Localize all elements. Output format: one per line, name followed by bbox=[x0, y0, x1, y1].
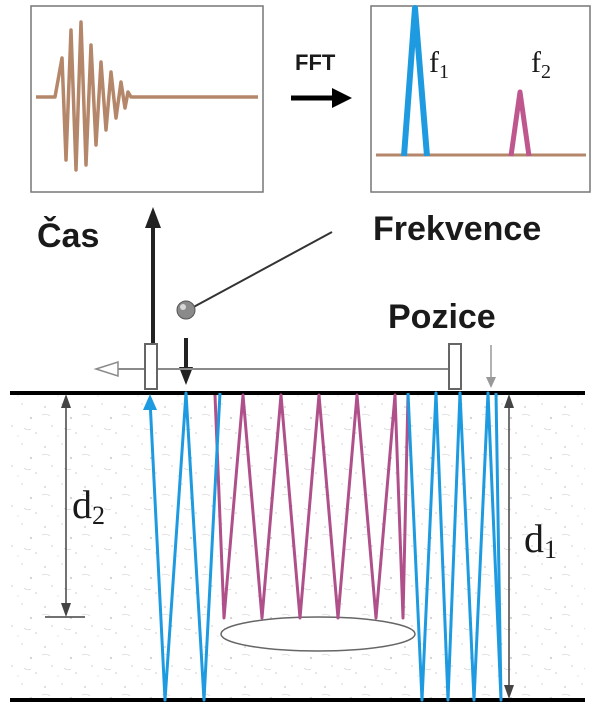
impactor-rod bbox=[187, 231, 333, 311]
time-label: Čas bbox=[37, 216, 99, 255]
d1-label: d1 bbox=[524, 516, 557, 564]
time-signal-frame bbox=[30, 5, 264, 193]
position-arrow bbox=[486, 345, 496, 388]
impactor bbox=[176, 231, 333, 320]
f1-peak bbox=[401, 5, 430, 157]
impactor-ball-icon bbox=[176, 300, 196, 320]
scan-direction-arrow bbox=[93, 360, 455, 378]
thickness-reflection-wave-left bbox=[148, 391, 222, 702]
f2-peak bbox=[508, 89, 532, 157]
f2-label: f2 bbox=[531, 46, 551, 83]
d1-dimension bbox=[504, 394, 514, 699]
time-signal-waveform bbox=[36, 20, 258, 172]
d2-dimension bbox=[45, 394, 85, 618]
d2-label: d2 bbox=[72, 482, 105, 530]
frequency-spectrum-panel: f1 f2 bbox=[370, 5, 591, 193]
f1-label: f1 bbox=[429, 46, 449, 83]
time-signal-panel bbox=[30, 5, 264, 193]
spectrum-frame bbox=[370, 5, 591, 193]
position-label: Pozice bbox=[388, 298, 496, 336]
defect-reflection-wave bbox=[213, 393, 410, 620]
thickness-reflection-wave-right bbox=[406, 391, 503, 702]
receiver-arrow-head bbox=[143, 394, 157, 410]
impact-arrow bbox=[179, 338, 193, 385]
fft-arrow bbox=[291, 88, 352, 108]
fft-label: FFT bbox=[295, 50, 336, 75]
frequency-label: Frekvence bbox=[373, 210, 541, 248]
receiver-transducer-next-position bbox=[448, 343, 462, 390]
receiver-transducer bbox=[144, 343, 158, 390]
receiver-output-arrow bbox=[145, 207, 161, 348]
internal-defect bbox=[220, 616, 416, 652]
